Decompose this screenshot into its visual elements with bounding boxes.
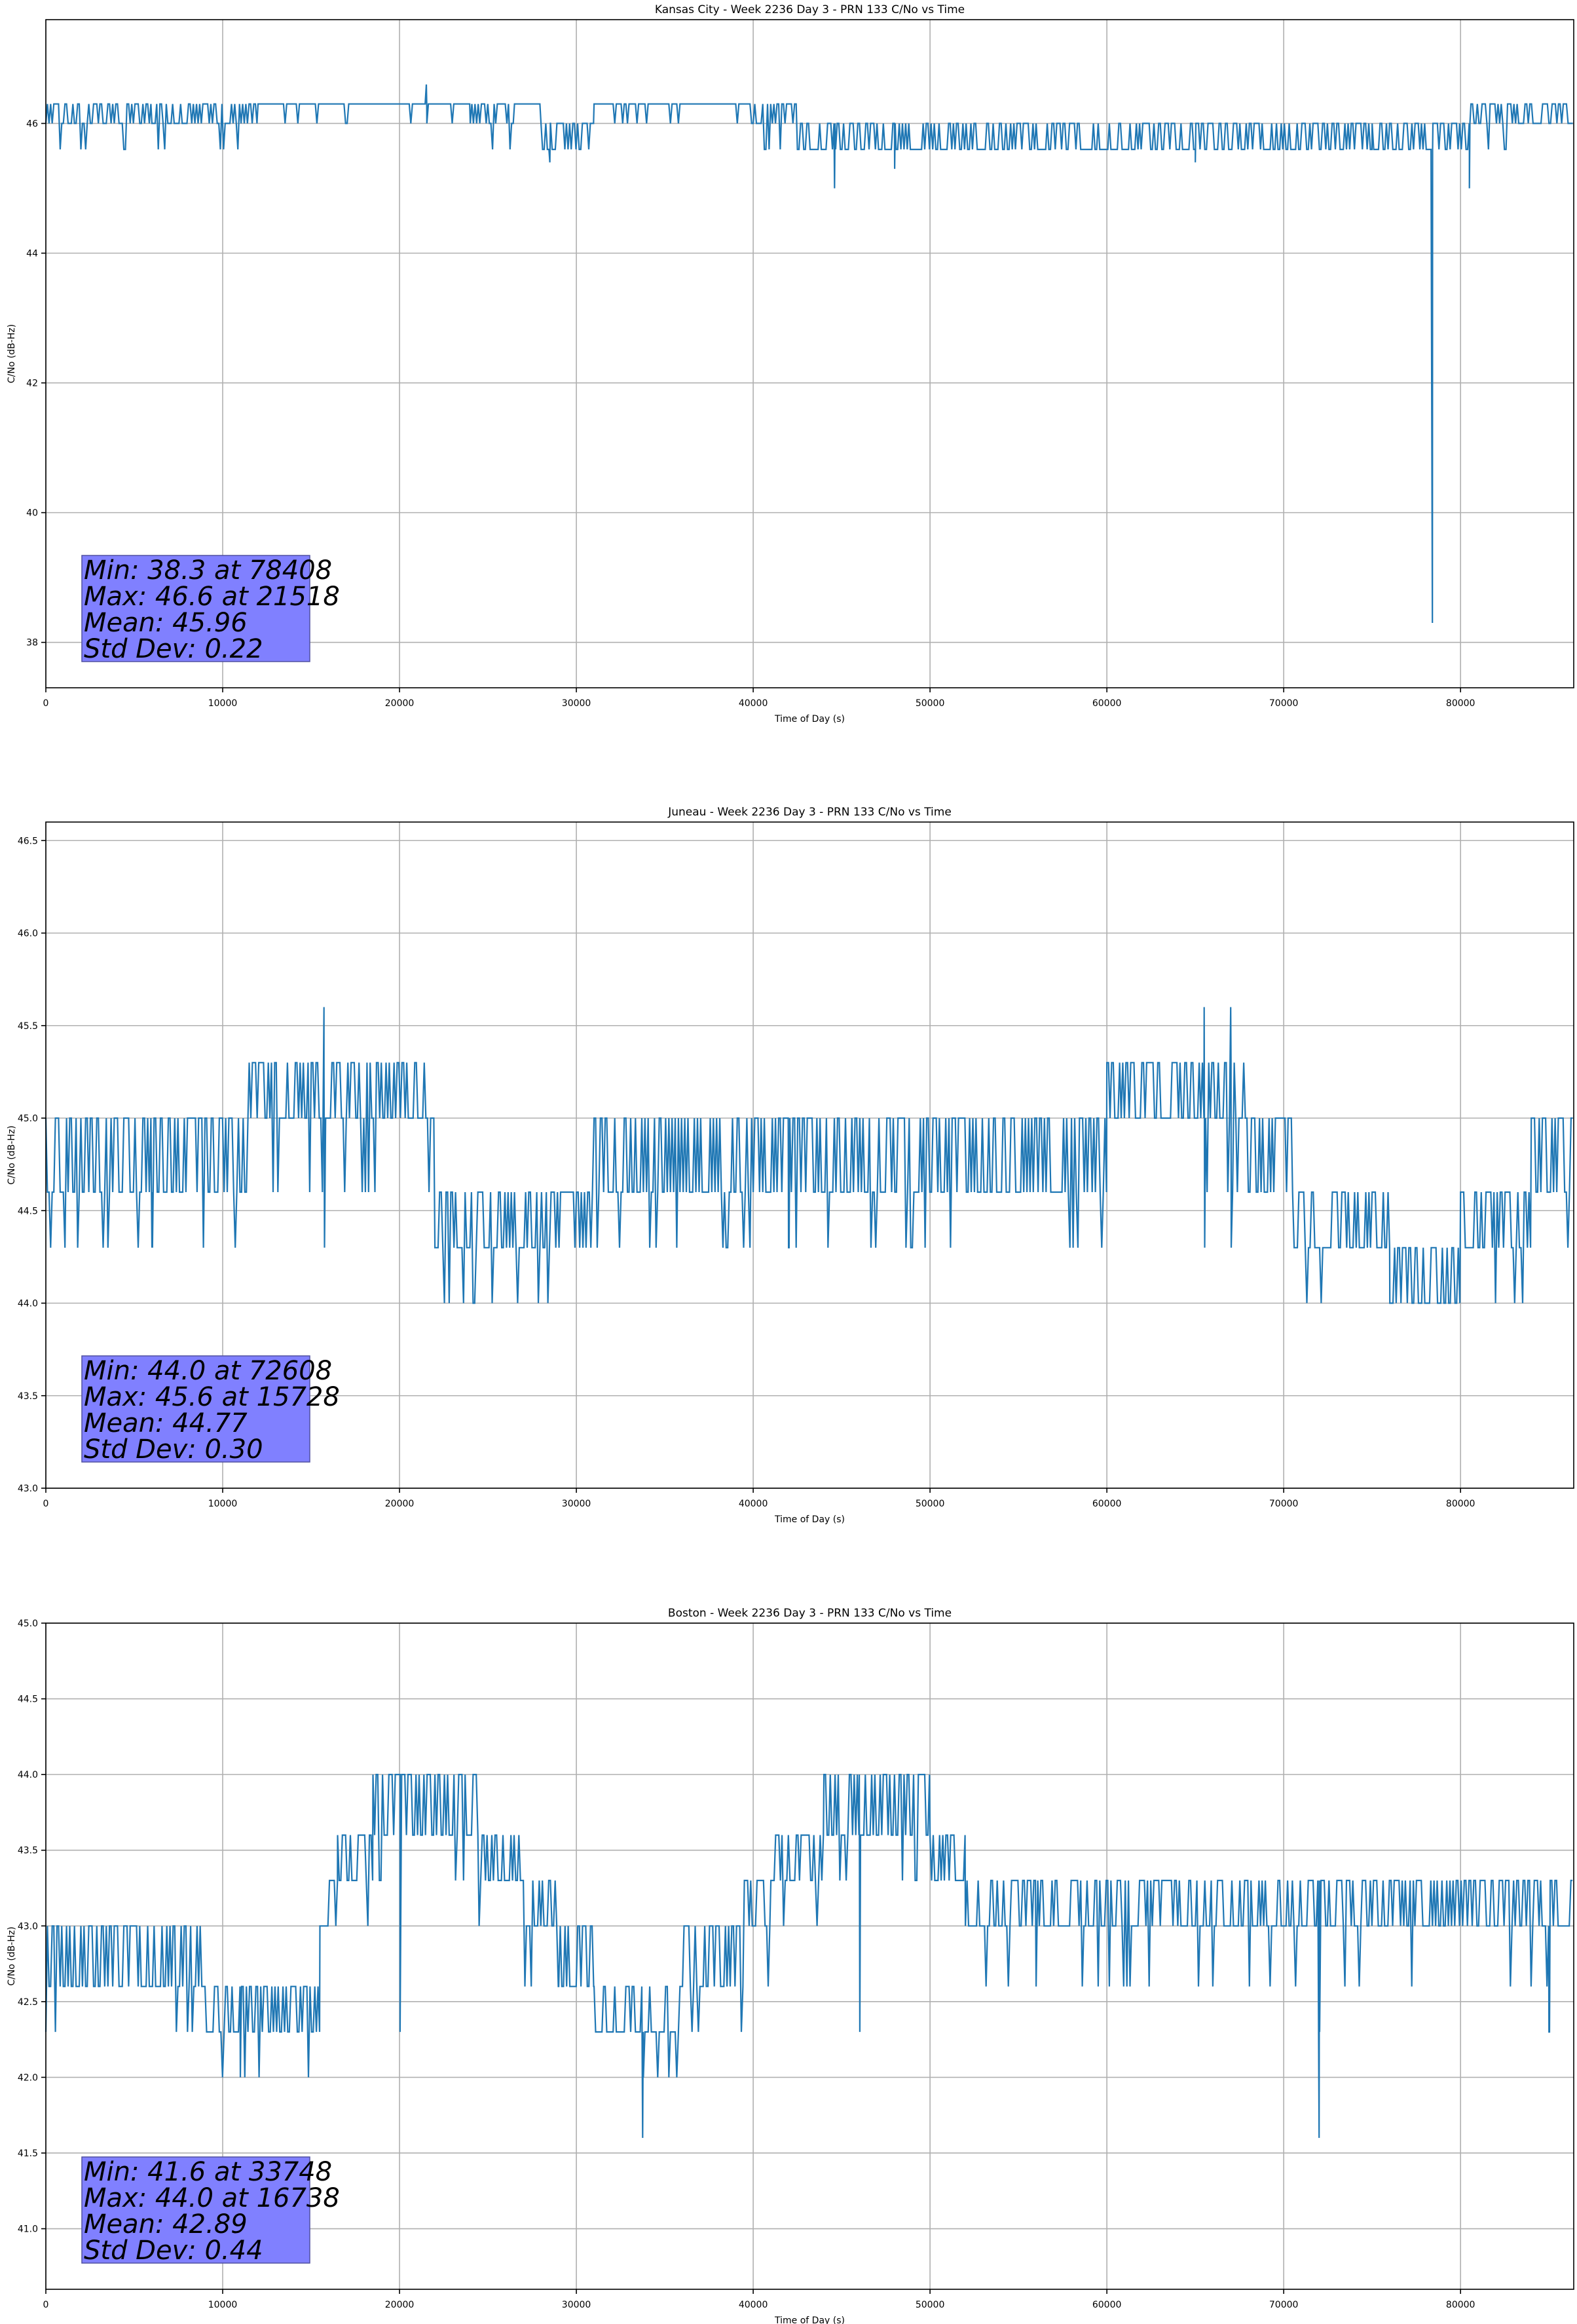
chart-title: Juneau - Week 2236 Day 3 - PRN 133 C/No … [667,806,952,819]
x-tick-label: 30000 [562,698,591,709]
y-tick-label: 42.0 [18,2072,38,2083]
x-tick-label: 40000 [739,1499,768,1509]
y-tick-label: 38 [26,638,38,648]
x-axis-label: Time of Day (s) [774,2315,845,2324]
y-tick-label: 44.5 [18,1206,38,1216]
chart-title: Boston - Week 2236 Day 3 - PRN 133 C/No … [668,1607,952,1620]
x-tick-label: 30000 [562,2300,591,2310]
stats-line: Max: 44.0 at 16738 [84,2183,340,2213]
y-tick-label: 44.5 [18,1695,38,1705]
x-tick-label: 60000 [1092,2300,1122,2310]
y-tick-label: 42 [26,379,38,389]
y-tick-label: 44 [26,249,38,259]
x-axis-label: Time of Day (s) [774,714,845,724]
stats-line: Max: 46.6 at 21518 [84,582,340,612]
cno-series-line [45,1007,1573,1304]
y-tick-label: 45.0 [18,1619,38,1629]
x-tick-label: 20000 [385,2300,415,2310]
x-tick-label: 50000 [916,2300,945,2310]
y-tick-label: 44.0 [18,1770,38,1780]
x-tick-label: 10000 [208,2300,238,2310]
x-tick-label: 70000 [1269,2300,1299,2310]
x-tick-label: 10000 [208,698,238,709]
stats-line: Mean: 42.89 [84,2209,248,2240]
x-tick-label: 0 [43,698,49,709]
x-tick-label: 10000 [208,1499,238,1509]
y-axis-label: C/No (dB-Hz) [7,324,17,383]
y-tick-label: 40 [26,508,38,519]
axes-frame [45,821,1574,1489]
y-tick-label: 46 [26,119,38,129]
cno-series-line [45,1774,1573,2138]
stats-line: Std Dev: 0.22 [84,634,263,664]
x-axis-label: Time of Day (s) [774,1514,845,1525]
x-tick-label: 50000 [916,1499,945,1509]
x-tick-label: 70000 [1269,698,1299,709]
stats-line: Std Dev: 0.30 [84,1434,263,1465]
cno-series-line [45,84,1573,624]
x-tick-label: 80000 [1446,2300,1475,2310]
stats-line: Min: 41.6 at 33748 [84,2157,332,2187]
x-tick-label: 60000 [1092,1499,1122,1509]
axes-frame [45,1622,1574,2290]
x-tick-label: 20000 [385,698,415,709]
y-tick-label: 41.5 [18,2148,38,2159]
y-tick-label: 43.5 [18,1391,38,1402]
y-tick-label: 45.5 [18,1021,38,1032]
chart-title: Kansas City - Week 2236 Day 3 - PRN 133 … [655,3,965,16]
x-tick-label: 80000 [1446,1499,1475,1509]
y-axis-label: C/No (dB-Hz) [7,1926,17,1985]
stats-line: Mean: 44.77 [84,1408,248,1438]
x-tick-label: 40000 [739,2300,768,2310]
x-tick-label: 20000 [385,1499,415,1509]
x-tick-label: 40000 [739,698,768,709]
y-axis-label: C/No (dB-Hz) [7,1125,17,1184]
stats-box [81,1355,310,1463]
y-tick-label: 45.0 [18,1114,38,1124]
x-tick-label: 70000 [1269,1499,1299,1509]
y-tick-label: 43.5 [18,1846,38,1856]
y-tick-label: 44.0 [18,1299,38,1309]
stats-line: Min: 38.3 at 78408 [84,555,332,586]
stats-box [81,2156,310,2264]
x-tick-label: 80000 [1446,698,1475,709]
x-tick-label: 30000 [562,1499,591,1509]
stats-line: Mean: 45.96 [84,608,248,638]
x-tick-label: 60000 [1092,698,1122,709]
stats-line: Max: 45.6 at 15728 [84,1382,340,1412]
chart-panel: 0 10000 20000 30000 40000 50000 60000 70000 8000… [7,1607,1574,2324]
stats-box [81,555,310,662]
chart-panel: 0 10000 20000 30000 40000 50000 60000 70000 8000… [7,806,1574,1525]
x-tick-label: 50000 [916,698,945,709]
stats-line: Std Dev: 0.44 [84,2236,263,2266]
y-tick-label: 43.0 [18,1921,38,1932]
y-tick-label: 46.5 [18,836,38,846]
y-tick-label: 43.0 [18,1484,38,1494]
stats-line: Min: 44.0 at 72608 [84,1356,332,1386]
y-tick-label: 46.0 [18,929,38,939]
chart-panel: 0 10000 20000 30000 40000 50000 60000 70000 8000… [7,3,1574,724]
y-tick-label: 42.5 [18,1997,38,2008]
y-tick-label: 41.0 [18,2224,38,2235]
axes-frame [45,19,1574,688]
x-tick-label: 0 [43,2300,49,2310]
x-tick-label: 0 [43,1499,49,1509]
